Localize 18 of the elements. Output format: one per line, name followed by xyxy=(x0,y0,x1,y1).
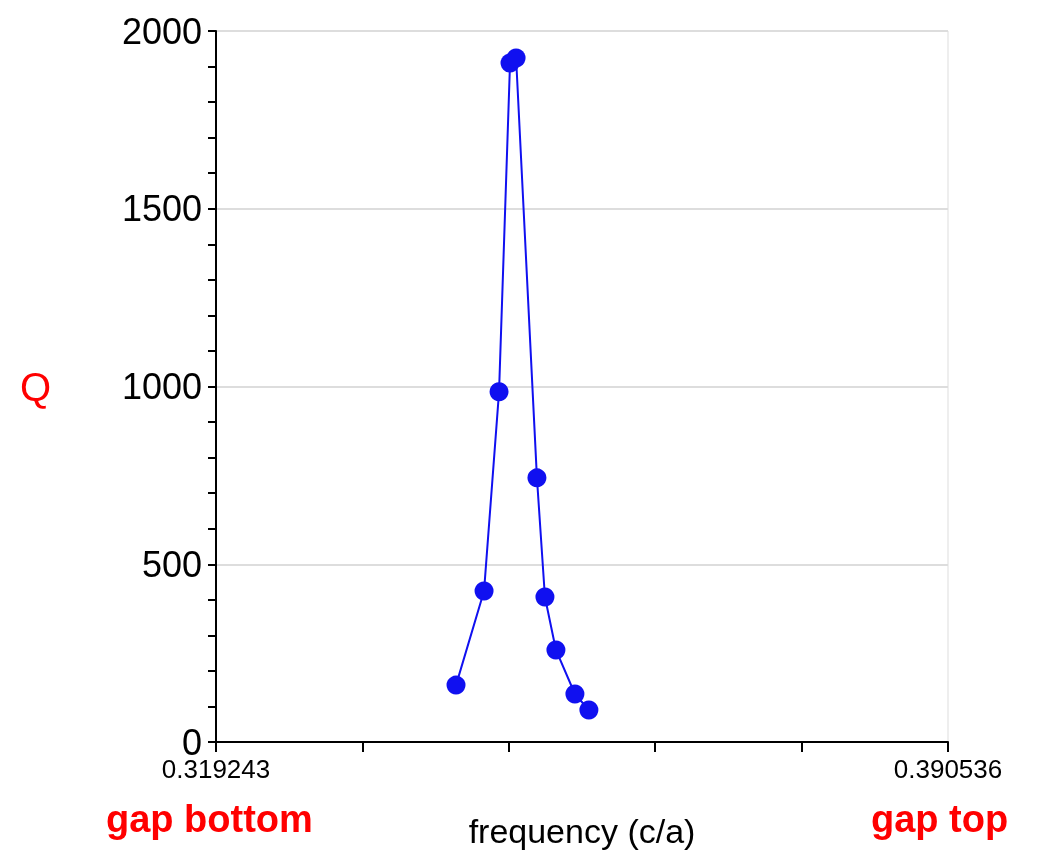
point xyxy=(546,640,566,660)
y-axis-title: Q xyxy=(19,364,51,409)
point xyxy=(489,382,509,402)
point xyxy=(535,587,555,607)
x-tick-label: 0.390536 xyxy=(893,754,1003,784)
text: gap top xyxy=(871,798,1009,840)
point xyxy=(565,684,585,704)
point xyxy=(527,468,547,488)
point xyxy=(474,581,494,601)
x-axis-title: frequency (c/a) xyxy=(468,812,696,850)
y-tick-label: 2000 xyxy=(121,10,202,52)
text: gap bottom xyxy=(106,798,313,840)
point xyxy=(506,48,526,68)
y-tick-label: 1500 xyxy=(121,188,202,230)
y-tick-label: 1000 xyxy=(121,366,202,407)
point xyxy=(579,700,599,720)
point xyxy=(446,675,466,695)
y-tick-label: 500 xyxy=(141,543,202,585)
